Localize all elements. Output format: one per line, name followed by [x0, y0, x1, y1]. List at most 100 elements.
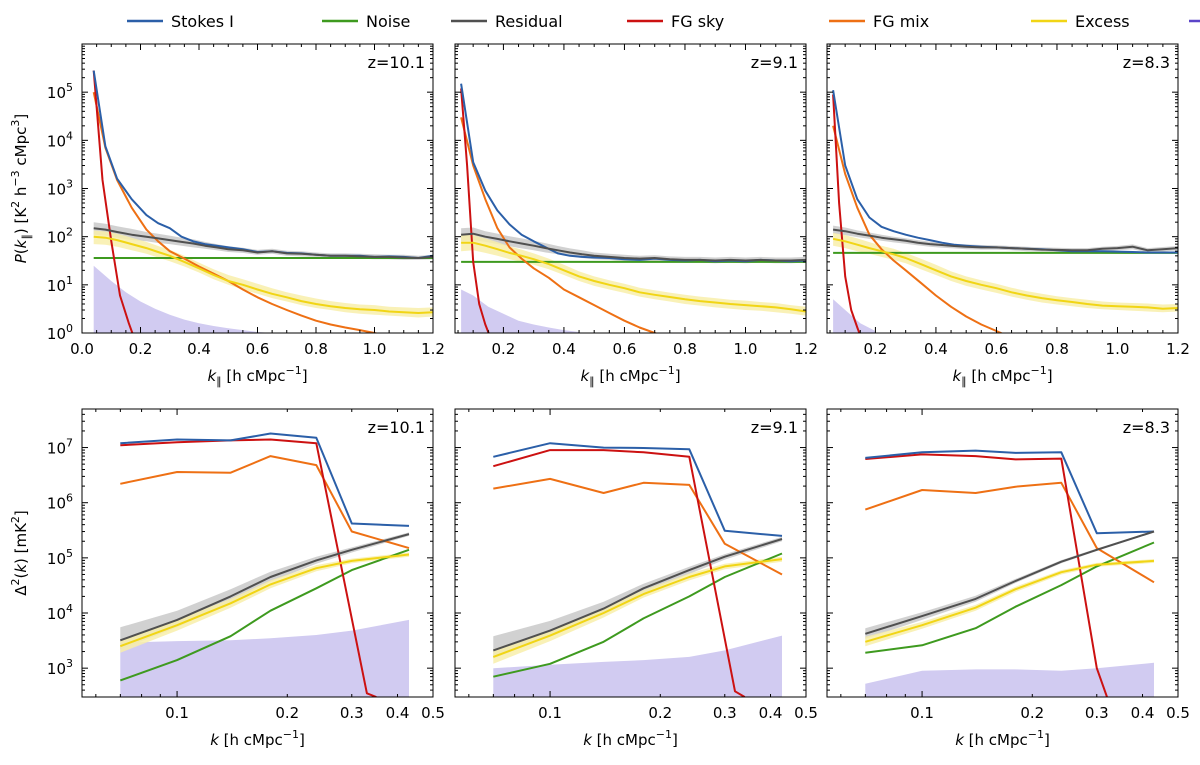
xtick-label: 1.2 [794, 340, 818, 358]
panel-top-z-9-1: 0.2 0.4 0.6 0.8 1.0 1.2 z=9.1 k∥ [h cMpc−1] [454, 43, 818, 388]
series-residual-line [865, 530, 1155, 635]
series-fg-mix-line [120, 455, 410, 550]
series-fg-sky-line [493, 449, 746, 697]
legend-label-fg-mix: FG mix [873, 12, 929, 31]
xtick-label: 0.8 [673, 340, 697, 358]
xtick-label: 0.2 [491, 340, 515, 358]
panel-redshift-label: z=9.1 [751, 53, 798, 72]
xtick-label: 0.4 [1131, 704, 1155, 722]
legend-item-fg-sky: FG sky [627, 12, 724, 31]
xtick-label: 0.6 [985, 340, 1009, 358]
x-axis-label: k∥ [h cMpc−1] [207, 364, 307, 388]
ytick-label: 104 [47, 129, 73, 150]
xtick-label: 1.0 [734, 340, 758, 358]
ytick-label: 106 [47, 492, 73, 513]
panels: 100 101 102 103 104 105 0.0 0.2 0.4 0.6 0.8 1.0 1.2 z… [9, 43, 1190, 749]
xtick-label: 0.5 [421, 704, 445, 722]
series-fg-mix-line [460, 117, 659, 333]
panel-bottom-z-10-1-ticks [82, 408, 434, 698]
xtick-label: 0.3 [1085, 704, 1109, 722]
series-noise-line [493, 552, 783, 678]
legend-label-noise: Noise [366, 12, 410, 31]
series-noise-line [119, 548, 410, 682]
legend-label-fg-sky: FG sky [671, 12, 724, 31]
ytick-label: 105 [47, 547, 73, 568]
series-21cm-area [865, 662, 1154, 697]
ytick-label: 101 [47, 274, 73, 295]
xtick-label: 1.0 [1106, 340, 1130, 358]
x-axis-label: k∥ [h cMpc−1] [580, 364, 680, 388]
panel-bottom-z-8-3-frame [826, 408, 1179, 698]
y-axis-label: P(k∥) [K2 h−3 cMpc3] [9, 114, 33, 264]
xtick-label: 0.8 [1045, 340, 1069, 358]
panel-redshift-label: z=10.1 [368, 418, 425, 437]
series-stokes-i-line [92, 70, 433, 259]
ytick-label: 100 [47, 322, 73, 343]
xtick-label: 0.2 [129, 340, 153, 358]
xtick-label: 0.2 [863, 340, 887, 358]
xtick-label: 0.4 [386, 704, 410, 722]
series-fg-sky-line [92, 70, 134, 333]
xtick-label: 0.3 [713, 704, 737, 722]
panel-top-z-8-3-ticks [827, 43, 1179, 334]
panel-redshift-label: z=10.1 [368, 53, 425, 72]
ytick-label: 103 [47, 178, 73, 199]
series-residual-line [119, 533, 410, 642]
panel-top-z-10-1-plot-area [92, 70, 433, 333]
series-noise-line [865, 541, 1155, 654]
panel-bottom-z-8-3: 0.1 0.2 0.3 0.4 0.5 z=8.3 k [h cMpc−1] [826, 408, 1190, 749]
panel-bottom-z-9-1-ticks [455, 408, 807, 698]
xtick-label: 1.2 [421, 340, 445, 358]
legend-item-stokes-i: Stokes I [127, 12, 234, 31]
xtick-label: 0.2 [1020, 704, 1044, 722]
xtick-label: 1.0 [363, 340, 387, 358]
xtick-label: 1.2 [1166, 340, 1190, 358]
panel-redshift-label: z=8.3 [1123, 418, 1170, 437]
legend: Stokes I Noise Residual FG sky FG mix Excess 2… [127, 12, 1200, 31]
xtick-label: 0.4 [759, 704, 783, 722]
series-fg-mix-line [92, 91, 379, 333]
panel-bottom-z-8-3-plot-area [864, 449, 1155, 697]
series-excess-line [93, 235, 433, 314]
legend-label-excess: Excess [1075, 12, 1130, 31]
y-axis-label: Δ2(k) [mK2] [9, 510, 30, 596]
panel-bottom-z-10-1-frame [81, 408, 434, 698]
x-axis-label: k [h cMpc−1] [583, 728, 678, 749]
ytick-label: 105 [47, 81, 73, 102]
ytick-label: 103 [47, 657, 73, 678]
series-21cm-area [93, 265, 273, 333]
series-residual-line [492, 538, 783, 652]
legend-label-stokes-i: Stokes I [171, 12, 234, 31]
series-stokes-i-line [120, 432, 410, 527]
xtick-label: 0.0 [70, 340, 94, 358]
xtick-label: 0.3 [340, 704, 364, 722]
xtick-label: 0.4 [187, 340, 211, 358]
xtick-label: 0.2 [648, 704, 672, 722]
panel-bottom-z-8-3-ticks [827, 408, 1179, 698]
panel-top-z-8-3-plot-area [832, 90, 1178, 333]
series-excess-band [833, 232, 1178, 313]
xtick-label: 0.1 [165, 704, 189, 722]
legend-item-fg-mix: FG mix [829, 12, 929, 31]
xtick-label: 0.5 [794, 704, 818, 722]
x-axis-label: k [h cMpc−1] [210, 728, 305, 749]
xtick-label: 0.5 [1166, 704, 1190, 722]
xtick-label: 0.2 [275, 704, 299, 722]
xtick-label: 0.4 [552, 340, 576, 358]
legend-item-excess: Excess [1031, 12, 1130, 31]
series-residual-line [832, 228, 1178, 252]
panel-top-z-9-1-plot-area [460, 83, 806, 333]
series-fg-mix-line [493, 477, 783, 576]
legend-label-residual: Residual [495, 12, 563, 31]
series-excess-line [865, 559, 1155, 643]
panel-redshift-label: z=9.1 [751, 418, 798, 437]
panel-top-z-10-1: 100 101 102 103 104 105 0.0 0.2 0.4 0.6 0.8 1.0 1.2 z… [9, 43, 445, 388]
x-axis-label: k∥ [h cMpc−1] [952, 364, 1052, 388]
series-21cm-area [833, 299, 876, 333]
series-stokes-i-line [832, 90, 1178, 254]
panel-top-z-10-1-ticks [81, 43, 434, 334]
series-excess-line [492, 558, 783, 658]
series-fg-sky-line [865, 453, 1108, 697]
series-residual-line [461, 232, 806, 262]
